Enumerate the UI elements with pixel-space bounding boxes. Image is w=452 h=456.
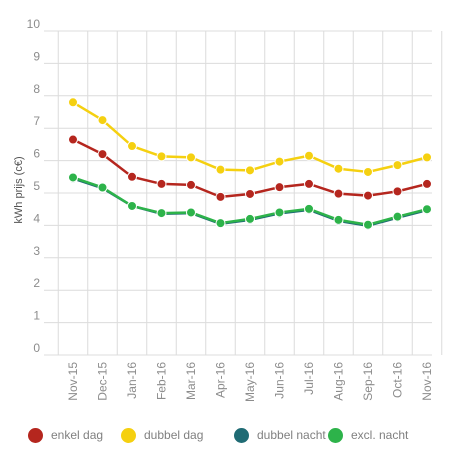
series-line <box>72 101 428 174</box>
data-point <box>304 178 314 189</box>
data-point <box>156 151 167 162</box>
data-point <box>333 214 344 225</box>
data-point <box>156 178 167 189</box>
x-tick-label: Feb-16 <box>155 362 169 400</box>
legend-item: dubbel nacht <box>234 424 326 446</box>
data-point <box>127 171 137 182</box>
legend-item: dubbel dag <box>121 424 203 446</box>
series-enkel-dag <box>68 134 432 202</box>
data-point <box>333 163 344 174</box>
series-excl-nacht <box>68 172 432 230</box>
x-tick-label: Mar-16 <box>184 362 198 400</box>
x-tick-label: Jul-16 <box>302 362 316 395</box>
data-point <box>186 207 196 218</box>
data-point <box>215 191 226 202</box>
legend-item: enkel dag <box>28 424 103 446</box>
data-point <box>127 141 137 152</box>
x-tick-label: Sep-16 <box>361 362 375 401</box>
legend: enkel dag dubbel dag dubbel nacht excl. nac… <box>0 424 452 446</box>
x-tick-label: Oct-16 <box>391 362 405 398</box>
data-point <box>422 152 432 163</box>
x-axis-ticks: Nov-15 Dec-15 Jan-16 Feb-16 Mar-16 Apr-16 May-… <box>66 362 434 402</box>
legend-marker <box>234 427 249 443</box>
data-point <box>97 149 108 160</box>
data-point <box>274 207 285 218</box>
y-tick-label: 7 <box>33 114 40 128</box>
data-point <box>304 150 314 161</box>
data-point <box>68 97 78 108</box>
data-point <box>215 218 226 229</box>
data-point <box>245 188 255 199</box>
data-point <box>97 115 108 126</box>
y-tick-label: 6 <box>33 147 40 161</box>
y-tick-label: 0 <box>33 341 40 355</box>
data-point <box>127 200 137 211</box>
x-tick-label: Jun-16 <box>273 362 287 399</box>
data-point <box>363 166 373 177</box>
legend-item: excl. nacht <box>328 424 408 446</box>
data-point <box>186 152 196 163</box>
y-tick-label: 9 <box>33 49 40 63</box>
y-tick-label: 5 <box>33 179 40 193</box>
legend-marker <box>328 427 343 443</box>
line-chart: 0 1 2 3 4 5 6 7 8 9 10 Nov-15 Dec-15 Jan-16 Feb-16 Mar… <box>13 17 443 402</box>
legend-marker <box>28 427 43 443</box>
data-point <box>422 204 432 215</box>
y-axis-ticks: 0 1 2 3 4 5 6 7 8 9 10 <box>27 17 41 355</box>
data-point <box>422 178 432 189</box>
data-point <box>215 164 226 175</box>
y-tick-label: 10 <box>27 17 41 31</box>
y-tick-label: 4 <box>33 211 40 225</box>
legend-label: enkel dag <box>51 428 104 442</box>
data-point <box>392 160 403 171</box>
data-point <box>245 165 255 176</box>
data-point <box>304 203 314 214</box>
data-point <box>392 211 403 222</box>
legend-marker <box>121 427 136 443</box>
data-point <box>274 156 285 167</box>
legend-label: dubbel nacht <box>257 428 326 442</box>
legend-label: excl. nacht <box>351 428 409 442</box>
x-tick-label: Apr-16 <box>214 362 228 398</box>
series-layer <box>68 97 432 231</box>
data-point <box>156 208 167 219</box>
data-point <box>68 172 78 183</box>
data-point <box>333 188 344 199</box>
data-point <box>363 190 373 201</box>
x-tick-label: Dec-15 <box>96 362 110 401</box>
data-point <box>363 219 373 230</box>
data-point <box>274 182 285 193</box>
y-tick-label: 3 <box>33 244 40 258</box>
data-point <box>68 134 78 145</box>
series-dubbel-dag <box>68 97 432 177</box>
x-tick-label: Aug-16 <box>332 362 346 401</box>
y-tick-label: 8 <box>33 82 40 96</box>
y-axis-label: kWh prijs (c€) <box>13 156 25 223</box>
x-tick-label: Nov-16 <box>420 362 434 401</box>
legend-label: dubbel dag <box>144 428 204 442</box>
x-tick-label: Nov-15 <box>66 362 80 401</box>
data-point <box>245 213 255 224</box>
data-point <box>392 186 403 197</box>
y-tick-label: 1 <box>33 309 40 323</box>
x-tick-label: May-16 <box>243 362 257 402</box>
x-tick-label: Jan-16 <box>125 362 139 399</box>
y-tick-label: 2 <box>33 276 40 290</box>
data-point <box>97 182 108 193</box>
data-point <box>186 179 196 190</box>
